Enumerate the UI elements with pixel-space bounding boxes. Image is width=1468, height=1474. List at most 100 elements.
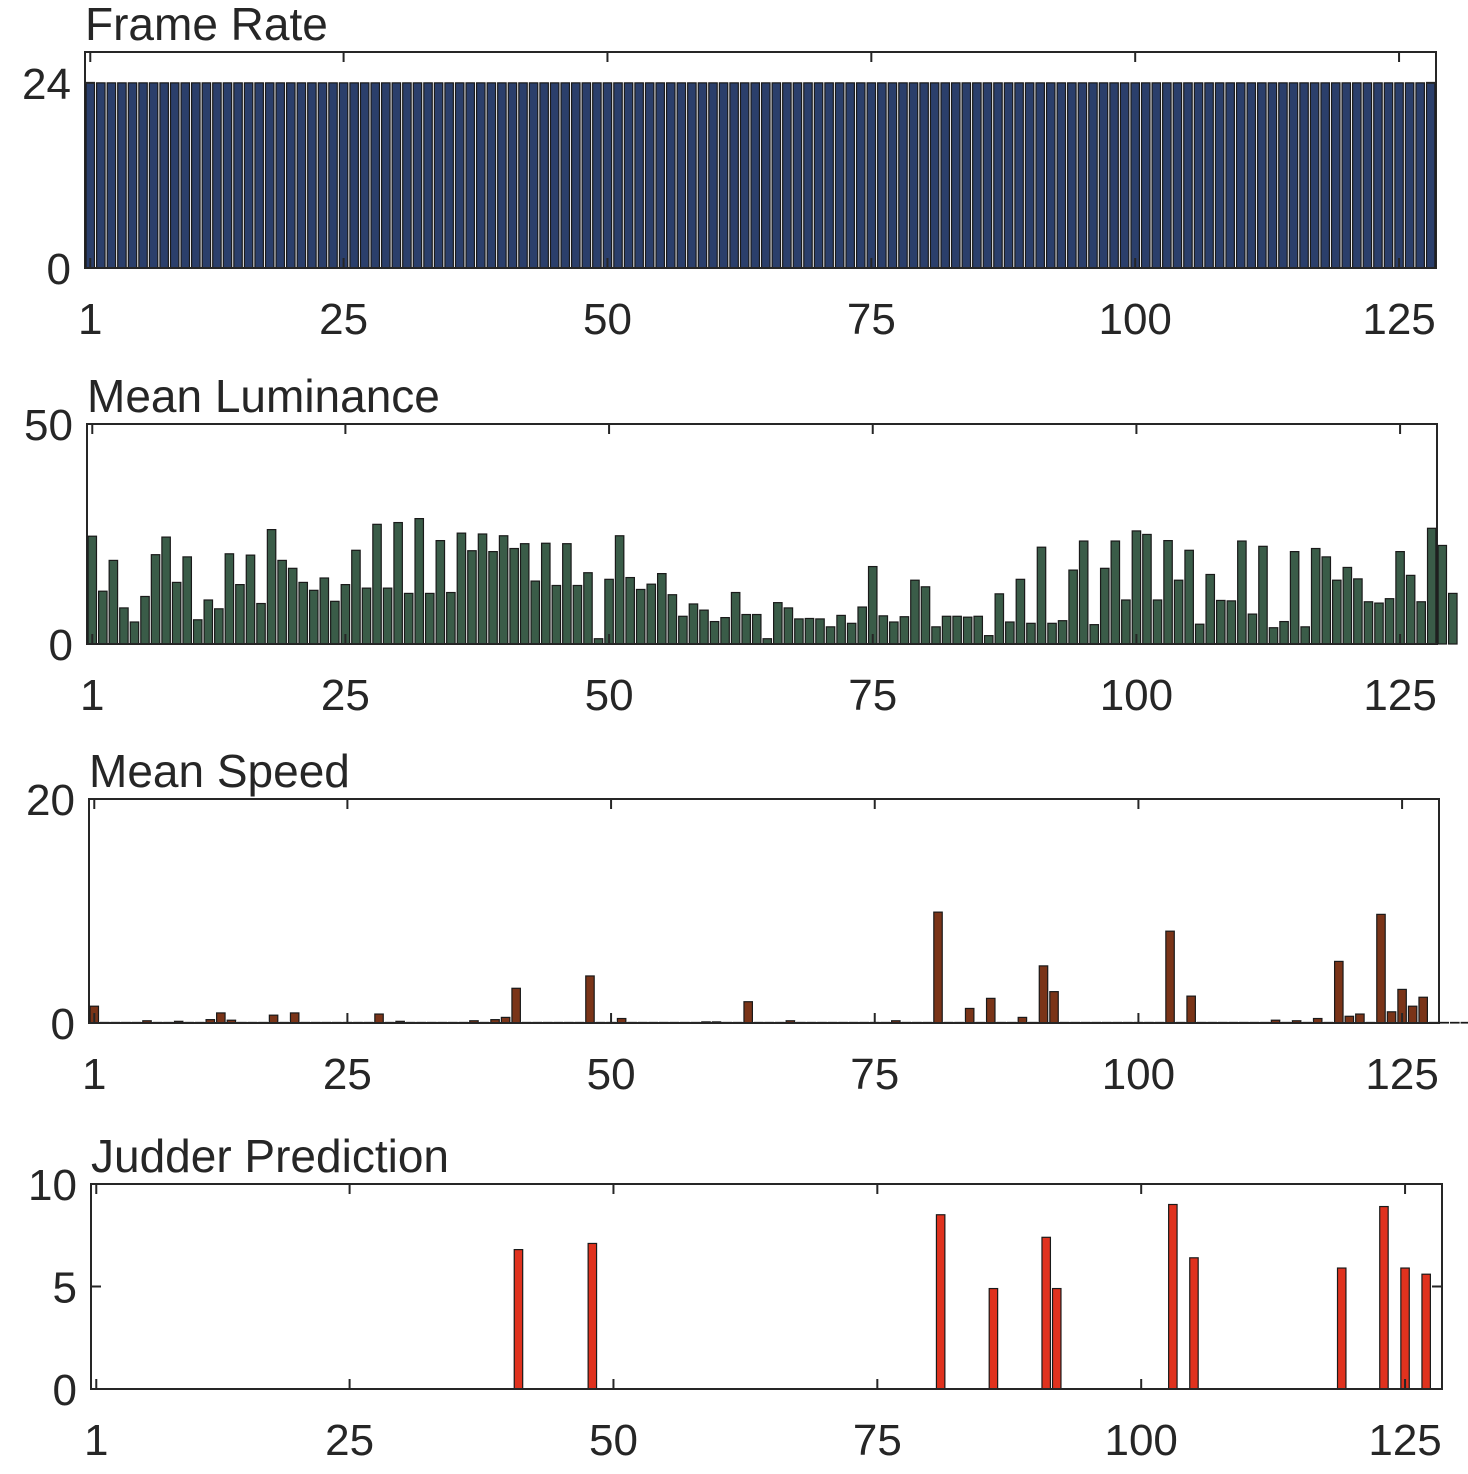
x-tick-label: 75 — [848, 671, 897, 720]
bar — [846, 622, 857, 645]
bar — [233, 82, 243, 269]
x-tick-label: 1 — [80, 671, 104, 720]
bar — [1121, 599, 1131, 645]
bar — [836, 614, 846, 645]
bar — [792, 82, 803, 269]
bar — [889, 621, 899, 645]
bar — [1024, 82, 1035, 269]
bar — [1394, 82, 1404, 269]
bar — [498, 535, 509, 645]
bar — [1099, 567, 1110, 645]
bar — [254, 82, 264, 269]
bar — [127, 82, 138, 269]
bar — [488, 550, 498, 645]
bar — [908, 82, 919, 269]
bar — [994, 593, 1005, 645]
bar — [572, 584, 583, 645]
bar — [391, 82, 402, 269]
bar — [1051, 1287, 1062, 1390]
bar — [1299, 82, 1309, 269]
bar — [857, 606, 868, 645]
bar — [402, 82, 412, 269]
bar — [1163, 539, 1173, 645]
bar — [540, 542, 551, 645]
x-tick-label: 125 — [1368, 1416, 1441, 1465]
bar — [423, 82, 433, 269]
bar — [444, 82, 454, 269]
bar — [277, 559, 287, 645]
bar — [380, 82, 391, 269]
bar — [456, 532, 467, 645]
bar — [919, 82, 929, 269]
bar — [1268, 627, 1279, 645]
bar — [1047, 622, 1057, 645]
bar — [1067, 82, 1077, 269]
bar — [1237, 540, 1247, 645]
bar — [562, 543, 572, 645]
bar — [182, 556, 193, 645]
bar — [507, 82, 518, 269]
y-tick-label: 0 — [53, 1366, 77, 1415]
bar — [866, 82, 877, 269]
bar — [962, 616, 973, 645]
y-tick-label: 0 — [49, 621, 73, 670]
bar — [878, 615, 889, 645]
bar — [1353, 578, 1363, 645]
bar — [454, 82, 465, 269]
bar — [1165, 930, 1175, 1024]
bar — [85, 82, 96, 269]
bar — [1418, 996, 1428, 1024]
bar — [1036, 546, 1047, 645]
bar — [1363, 601, 1374, 645]
bar — [1288, 82, 1299, 269]
x-tick-label: 25 — [325, 1416, 374, 1465]
bar — [1341, 82, 1352, 269]
bar — [834, 82, 845, 269]
bar — [1386, 1011, 1397, 1024]
x-tick-label: 75 — [850, 1050, 899, 1099]
bar — [940, 82, 951, 269]
x-tick-label: 1 — [78, 295, 102, 344]
bar — [1421, 1273, 1431, 1390]
bar — [585, 975, 595, 1024]
bar — [771, 82, 782, 269]
bar — [97, 590, 108, 645]
bar — [530, 580, 541, 645]
bar — [952, 615, 962, 645]
bar — [1400, 1267, 1410, 1390]
bar — [898, 82, 908, 269]
bar — [587, 1242, 598, 1390]
bar — [1214, 82, 1225, 269]
bar — [743, 1001, 754, 1024]
bar — [1426, 527, 1437, 645]
bar — [899, 616, 910, 645]
bar — [1151, 82, 1162, 269]
bar — [180, 82, 191, 269]
bar — [382, 587, 393, 645]
bar — [1194, 623, 1205, 645]
bar — [570, 82, 581, 269]
bar — [1439, 1021, 1450, 1024]
bar — [1049, 991, 1059, 1024]
x-tick-label: 25 — [321, 671, 370, 720]
bar — [1336, 1267, 1347, 1390]
bar — [972, 82, 982, 269]
bar — [1215, 599, 1226, 645]
bar — [1026, 622, 1036, 645]
chart-title: Mean Luminance — [87, 370, 440, 422]
chart-title: Mean Speed — [89, 745, 350, 797]
bar — [634, 82, 644, 269]
bar — [150, 554, 161, 645]
bar — [910, 579, 920, 645]
bar — [1235, 82, 1246, 269]
bar — [477, 533, 488, 645]
bar — [614, 535, 625, 645]
bar — [138, 82, 148, 269]
bar — [161, 536, 171, 645]
bar — [1405, 574, 1416, 645]
bar — [1384, 598, 1395, 645]
bar — [1162, 82, 1172, 269]
